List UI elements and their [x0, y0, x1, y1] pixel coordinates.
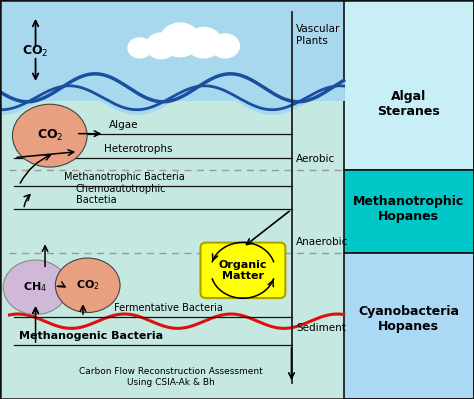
Text: CO$_2$: CO$_2$ — [36, 128, 63, 143]
Text: Heterotrophs: Heterotrophs — [104, 144, 173, 154]
Text: Vascular
Plants: Vascular Plants — [296, 24, 341, 45]
Text: CO$_2$: CO$_2$ — [22, 44, 49, 59]
Text: Organic
Matter: Organic Matter — [219, 259, 267, 281]
Bar — [344, 170, 474, 253]
Text: Algal
Steranes: Algal Steranes — [377, 90, 440, 118]
Circle shape — [211, 34, 239, 58]
Bar — [344, 0, 474, 170]
Text: Methanogenic Bacteria: Methanogenic Bacteria — [19, 331, 163, 341]
Bar — [0, 0, 344, 100]
Ellipse shape — [3, 260, 68, 314]
Circle shape — [186, 28, 222, 58]
Text: CH$_4$: CH$_4$ — [24, 280, 47, 294]
Text: Algae: Algae — [109, 120, 138, 130]
Text: Anaerobic: Anaerobic — [296, 237, 348, 247]
FancyBboxPatch shape — [201, 243, 285, 298]
Circle shape — [146, 33, 176, 59]
Bar — [0, 0, 344, 399]
Ellipse shape — [12, 104, 87, 167]
Text: Sediment: Sediment — [296, 323, 346, 333]
Text: Aerobic: Aerobic — [296, 154, 336, 164]
Text: Methanotrophic Bacteria: Methanotrophic Bacteria — [64, 172, 185, 182]
Bar — [344, 253, 474, 399]
Circle shape — [160, 23, 200, 57]
Text: CO$_2$: CO$_2$ — [76, 279, 100, 292]
Text: Cyanobacteria
Hopanes: Cyanobacteria Hopanes — [358, 305, 459, 333]
Text: Chemoautotrophic
Bactetia: Chemoautotrophic Bactetia — [76, 184, 166, 205]
Text: Fermentative Bacteria: Fermentative Bacteria — [114, 303, 223, 313]
Circle shape — [128, 38, 152, 58]
Text: Methanotrophic
Hopanes: Methanotrophic Hopanes — [353, 196, 465, 223]
Ellipse shape — [55, 258, 120, 312]
Text: Carbon Flow Reconstruction Assessment
Using CSIA-Ak & Bh: Carbon Flow Reconstruction Assessment Us… — [79, 367, 263, 387]
